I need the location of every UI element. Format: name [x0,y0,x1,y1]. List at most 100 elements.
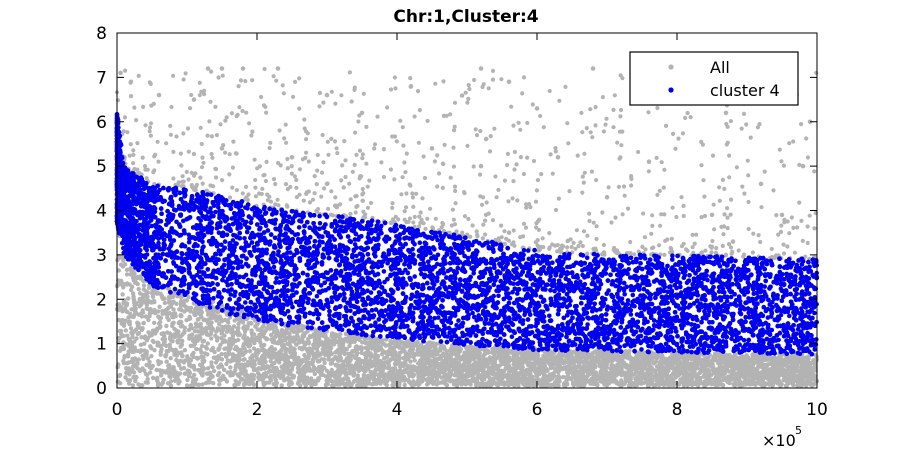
data-point-all [190,338,196,343]
data-point-all [373,377,378,383]
data-point-all [531,383,536,388]
data-point-all [177,363,182,368]
data-point-all [419,349,424,354]
data-point-all [343,331,349,337]
data-point-all [155,340,160,345]
data-point-all [181,365,187,371]
data-point-all [453,370,459,375]
data-point-all [130,364,136,369]
data-point-all [655,354,660,359]
data-point-all [497,377,502,383]
data-point-all [285,375,291,381]
data-point-all [529,374,534,380]
data-point-all [171,307,176,312]
data-point-all [301,365,306,370]
data-point-all [273,380,279,386]
data-point-all [271,365,276,370]
data-point-all [421,365,426,370]
data-point-all [524,380,529,385]
data-point-all [564,355,569,360]
data-point-all [288,344,293,349]
data-point-all [175,340,180,345]
data-point-all [543,359,549,364]
data-point-all [745,358,751,363]
data-point-all [321,333,327,339]
data-point-all [388,375,393,381]
data-point-all [422,371,427,376]
data-point-all [147,285,152,290]
data-point-all [767,380,772,385]
data-point-all [155,380,161,385]
data-point-all [717,354,723,359]
data-point-all [490,357,496,363]
data-point-all [668,375,673,381]
data-point-all [506,372,512,377]
data-point-all [515,380,521,385]
data-point-all [189,332,195,337]
data-point-all [148,344,153,349]
data-point-all [262,352,268,358]
data-point-all [760,379,766,384]
data-point-all [200,339,205,344]
data-point-all [211,380,216,386]
data-point-all [535,354,540,359]
data-point-all [715,375,721,380]
data-point-all [204,371,210,376]
data-point-all [412,358,417,363]
data-point-all [382,356,387,361]
data-point-all [711,379,716,385]
data-point-all [179,350,184,355]
data-point-all [445,356,451,361]
data-point-all [309,376,314,381]
data-point-all [527,369,532,374]
data-point-all [204,346,210,351]
data-point-all [257,348,262,353]
data-point-all [323,382,329,388]
data-point-all [595,350,601,356]
data-point-all [172,374,178,379]
data-point-all [416,381,422,386]
data-point-all [473,360,478,365]
data-point-all [272,354,277,359]
data-point-all [115,365,120,370]
data-point-all [131,349,136,354]
data-point-all [179,342,184,347]
data-point-all [159,294,165,300]
data-point-all [143,314,149,319]
data-point-all [681,358,686,363]
data-point-all [778,360,784,365]
data-point-all [245,363,250,368]
data-point-all [132,308,138,314]
data-point-all [619,372,624,378]
data-point-all [545,383,550,388]
data-point-all [407,370,412,376]
data-point-all [243,338,248,343]
data-point-all [152,290,158,295]
data-point-all [233,378,238,384]
data-point-all [282,345,287,350]
data-point-all [382,360,387,365]
data-point-all [363,356,369,361]
data-point-all [713,351,718,356]
data-point-all [773,358,779,363]
data-point-all [304,340,309,345]
data-point-all [247,349,253,354]
data-point-all [362,352,367,357]
data-point-all [541,353,546,358]
data-point-all [307,346,312,351]
data-point-all [136,357,141,362]
data-point-all [363,383,368,388]
data-point-all [403,352,408,357]
data-point-all [215,372,221,378]
data-point-all [287,370,293,375]
data-point-all [662,361,667,366]
data-point-all [366,341,372,346]
data-point-all [609,358,615,364]
data-point-all [237,351,242,356]
data-point-all [295,362,300,367]
data-point-all [126,351,131,357]
data-point-all [753,359,759,365]
data-point-all [758,362,764,367]
data-point-all [789,368,794,373]
data-point-all [286,382,292,387]
